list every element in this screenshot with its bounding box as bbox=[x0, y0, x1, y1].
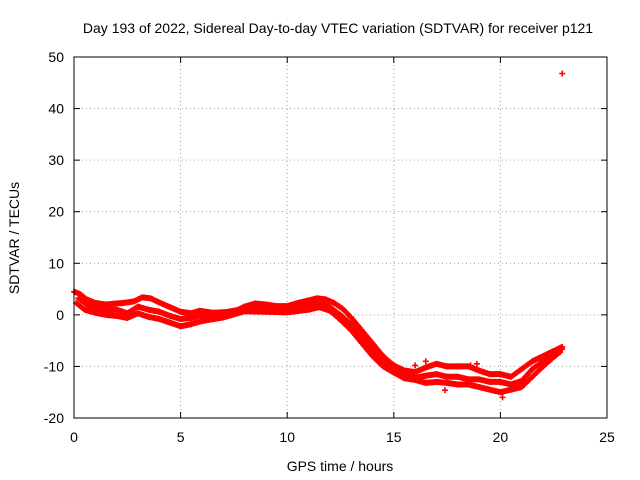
outlier-point bbox=[441, 387, 448, 394]
chart-title: Day 193 of 2022, Sidereal Day-to-day VTE… bbox=[83, 20, 593, 36]
y-tick-label: -20 bbox=[44, 410, 64, 426]
outlier-point bbox=[467, 362, 474, 369]
axis-ticks: 0 5 10 15 20 25 -20 -10 0 10 20 30 40 50 bbox=[44, 49, 615, 445]
data-points bbox=[71, 70, 566, 401]
y-tick-label: -10 bbox=[44, 358, 64, 374]
outlier-point bbox=[499, 394, 506, 401]
y-tick-label: 30 bbox=[48, 152, 64, 168]
outlier-point bbox=[412, 362, 419, 369]
outlier-point bbox=[559, 70, 566, 77]
plot-frame bbox=[73, 56, 608, 419]
x-tick-label: 15 bbox=[386, 429, 402, 445]
x-tick-label: 25 bbox=[599, 429, 615, 445]
y-tick-label: 0 bbox=[56, 307, 64, 323]
x-tick-label: 5 bbox=[177, 429, 185, 445]
outlier-point bbox=[473, 360, 480, 367]
x-tick-label: 20 bbox=[493, 429, 509, 445]
grid-lines bbox=[74, 57, 607, 418]
outlier-point bbox=[422, 358, 429, 365]
x-tick-label: 0 bbox=[70, 429, 78, 445]
y-axis-label: SDTVAR / TECUs bbox=[6, 182, 22, 294]
data-point bbox=[557, 348, 564, 355]
y-tick-label: 40 bbox=[48, 101, 64, 117]
y-tick-label: 20 bbox=[48, 204, 64, 220]
x-axis-label: GPS time / hours bbox=[287, 458, 394, 474]
y-tick-label: 10 bbox=[48, 255, 64, 271]
x-tick-label: 10 bbox=[279, 429, 295, 445]
y-tick-label: 50 bbox=[48, 49, 64, 65]
data-point bbox=[559, 345, 566, 352]
